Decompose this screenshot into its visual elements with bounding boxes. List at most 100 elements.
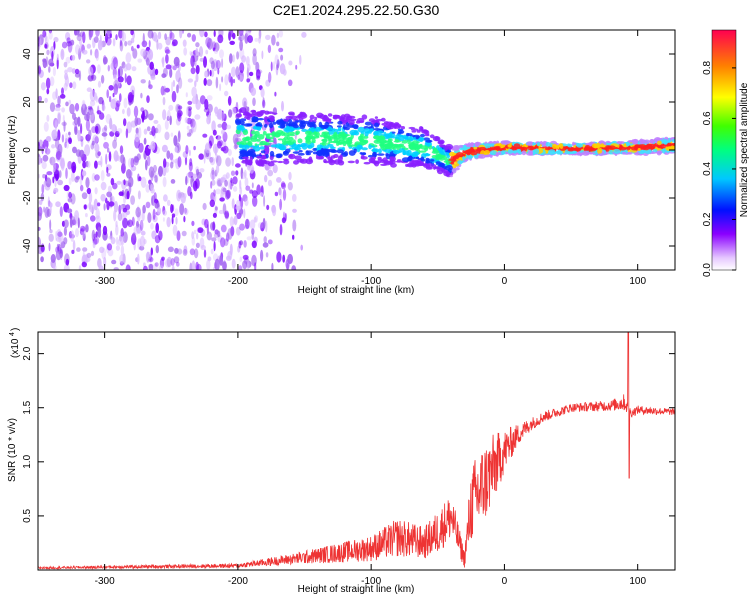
spectrogram-speck (171, 41, 176, 47)
spectrogram-speck (46, 114, 50, 122)
spectrogram-speck (57, 112, 61, 125)
spectrogram-speck (174, 208, 179, 217)
spectrogram-speck (61, 134, 65, 143)
spectrogram-speck (72, 81, 77, 90)
spectrogram-ridge-mark (298, 152, 305, 156)
spectrogram-speck (232, 186, 238, 192)
spectrogram-ridge-mark (613, 148, 621, 154)
spectrogram-ridge-mark (309, 114, 315, 120)
spectrogram-speck (142, 32, 145, 45)
spectrogram-ridge-mark (289, 127, 295, 132)
spectrogram-speck (149, 61, 154, 70)
spectrogram-ridge-mark (380, 140, 387, 144)
spectrogram-speck (263, 195, 266, 207)
spectrogram-speck (74, 210, 80, 222)
spectrogram-ridge-mark (477, 147, 482, 151)
spectrogram-speck (63, 219, 69, 228)
spectrogram-speck (63, 184, 70, 192)
spectrogram-speck (167, 246, 174, 253)
spectrogram-speck (137, 58, 143, 63)
spectrogram-ridge-mark (321, 148, 328, 154)
spectrogram-speck (175, 216, 178, 225)
spectrogram-ridge-mark (410, 128, 419, 131)
spectrogram-speck (186, 132, 192, 137)
spectrogram-ridge-mark (304, 136, 312, 141)
spectrogram-speck (72, 165, 76, 173)
spectrogram-ridge-mark (378, 135, 384, 141)
spectrogram-ridge-mark (300, 142, 308, 147)
spectrogram-speck (217, 230, 221, 238)
spectrogram-speck (113, 83, 119, 95)
spectrogram-speck (133, 105, 139, 118)
spectrogram-speck (148, 40, 151, 48)
spectrogram-speck (74, 102, 80, 112)
spectrogram-speck (86, 87, 92, 92)
spectrogram-ridge-mark (360, 154, 365, 159)
spectrogram-speck (170, 132, 174, 137)
spectrogram-speck (235, 170, 239, 176)
spectrogram-speck (251, 228, 255, 235)
spectrogram-speck (127, 40, 132, 46)
spectrogram-speck (186, 125, 190, 130)
spectrogram-speck (163, 85, 167, 96)
spectrogram-ridge-mark (235, 118, 241, 124)
spectrogram-speck (139, 219, 144, 231)
spectrogram-speck (85, 224, 89, 233)
spectrogram-speck (228, 72, 232, 83)
spectrogram-speck (145, 57, 150, 66)
spectrogram-ridge-mark (372, 152, 377, 158)
spectrogram-ridge-mark (371, 156, 376, 160)
spectrogram-ridge-mark (322, 116, 327, 122)
spectrogram-speck (115, 100, 121, 108)
spectrogram-speck (88, 30, 92, 41)
spectrogram-speck (235, 101, 239, 113)
spectrogram-speck (52, 263, 56, 269)
spectrogram-speck (220, 177, 224, 184)
spectrogram-ridge-mark (494, 145, 501, 149)
spectrogram-ridge-mark (361, 114, 368, 120)
spectrogram-speck (86, 59, 91, 64)
spectrogram-y-tick-label: 40 (22, 48, 33, 60)
spectrogram-speck (261, 50, 264, 60)
spectrogram-ridge-mark (258, 143, 265, 146)
spectrogram-speck (211, 179, 216, 186)
spectrogram-speck (212, 212, 217, 218)
spectrogram-speck (38, 156, 42, 165)
spectrogram-speck (94, 174, 100, 181)
spectrogram-speck (103, 56, 108, 65)
spectrogram-ridge-mark (375, 118, 383, 122)
spectrogram-speck (251, 190, 258, 199)
spectrogram-speck (53, 36, 59, 43)
spectrogram-speck (120, 245, 125, 256)
spectrogram-ridge-mark (309, 142, 315, 148)
spectrogram-speck (191, 220, 195, 227)
spectrogram-speck (150, 183, 154, 191)
spectrogram-ridge-mark (238, 109, 243, 113)
spectrogram-ridge-mark (449, 151, 456, 157)
spectrogram-speck (54, 119, 58, 131)
spectrogram-y-axis-label: Frequency (Hz) (7, 116, 18, 185)
spectrogram-speck (92, 242, 96, 249)
spectrogram-speck (154, 235, 161, 244)
spectrogram-speck (148, 113, 154, 121)
spectrogram-speck (97, 105, 100, 116)
spectrogram-ridge-mark (272, 131, 277, 137)
spectrogram-speck (75, 228, 79, 238)
spectrogram-speck (200, 244, 206, 251)
spectrogram-speck (95, 52, 100, 62)
spectrogram-speck (82, 49, 88, 55)
spectrogram-speck (197, 227, 204, 234)
spectrogram-speck (221, 76, 224, 83)
spectrogram-speck (97, 39, 103, 51)
spectrogram-speck (86, 252, 92, 258)
spectrogram-speck (227, 228, 233, 240)
spectrogram-speck (122, 156, 126, 168)
spectrogram-speck (125, 128, 129, 139)
spectrogram-speck (91, 172, 96, 182)
spectrogram-speck (247, 63, 251, 72)
spectrogram-speck (161, 73, 167, 78)
spectrogram-speck (56, 243, 60, 251)
spectrogram-ridge-mark (478, 154, 486, 159)
spectrogram-speck (246, 219, 249, 226)
spectrogram-ridge-mark (657, 140, 662, 146)
